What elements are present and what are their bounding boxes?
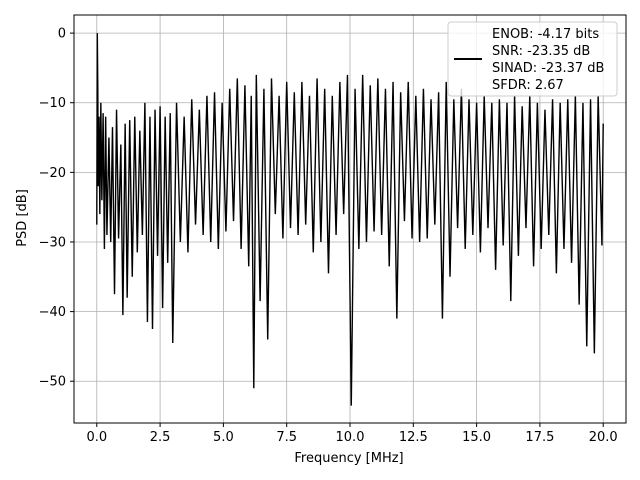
legend: ENOB: -4.17 bits SNR: -23.35 dB SINAD: -… bbox=[447, 21, 618, 97]
x-tick-label: 17.5 bbox=[525, 430, 554, 445]
x-tick-label: 15.0 bbox=[462, 430, 491, 445]
x-tick-label: 0.0 bbox=[86, 430, 107, 445]
psd-series-line bbox=[96, 33, 604, 406]
y-axis-label: PSD [dB] bbox=[15, 189, 30, 247]
legend-box bbox=[447, 21, 618, 97]
x-tick-label: 20.0 bbox=[589, 430, 618, 445]
y-tick-label: −10 bbox=[39, 96, 66, 111]
plot-area bbox=[96, 33, 604, 406]
y-tick-label: −40 bbox=[39, 305, 66, 320]
x-tick-label: 7.5 bbox=[276, 430, 297, 445]
legend-entry-snr: SNR: -23.35 dB bbox=[492, 44, 590, 59]
x-axis-ticks: 0.0 2.5 5.0 7.5 10.0 12.5 15.0 17.5 20.0 bbox=[86, 423, 618, 445]
legend-entry-sfdr: SFDR: 2.67 bbox=[492, 78, 564, 93]
y-tick-label: −20 bbox=[39, 166, 66, 181]
y-axis-ticks: 0 −10 −20 −30 −40 −50 bbox=[39, 27, 74, 390]
x-tick-label: 10.0 bbox=[336, 430, 365, 445]
x-tick-label: 5.0 bbox=[213, 430, 234, 445]
legend-entry-enob: ENOB: -4.17 bits bbox=[492, 27, 599, 42]
x-tick-label: 2.5 bbox=[150, 430, 171, 445]
x-axis-label: Frequency [MHz] bbox=[294, 451, 403, 466]
legend-entry-sinad: SINAD: -23.37 dB bbox=[492, 61, 604, 76]
y-tick-label: 0 bbox=[58, 27, 66, 42]
y-tick-label: −50 bbox=[39, 375, 66, 390]
x-tick-label: 12.5 bbox=[399, 430, 428, 445]
y-tick-label: −30 bbox=[39, 235, 66, 250]
